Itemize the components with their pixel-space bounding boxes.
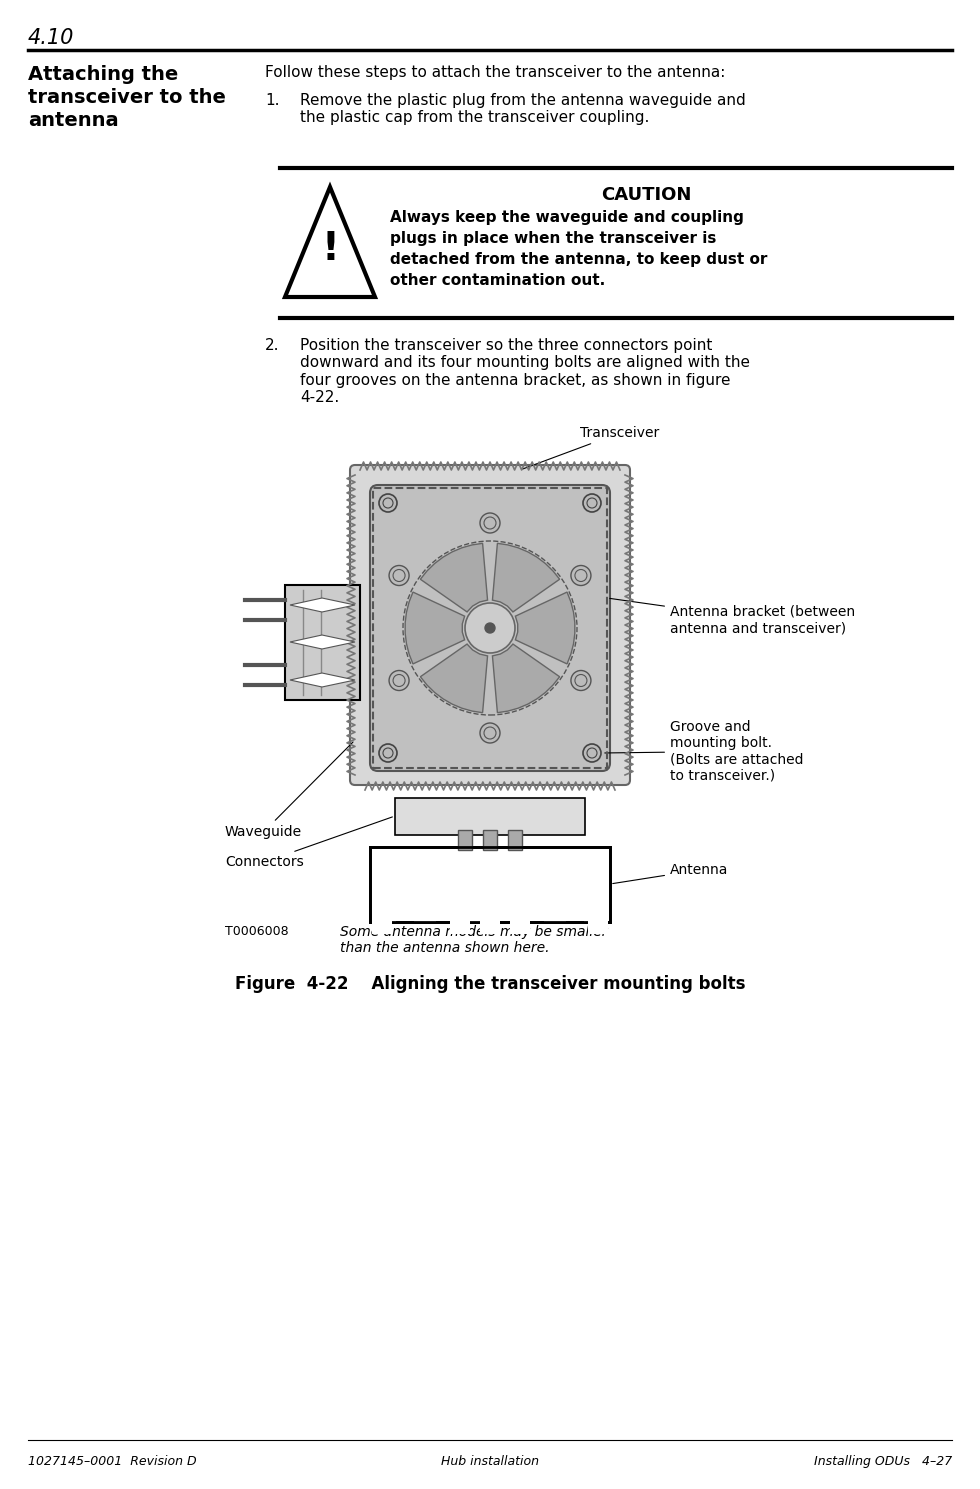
Polygon shape: [290, 634, 355, 649]
Polygon shape: [492, 543, 560, 612]
FancyBboxPatch shape: [414, 904, 436, 923]
Circle shape: [389, 566, 409, 585]
Text: T0006008: T0006008: [225, 925, 289, 938]
Circle shape: [379, 744, 397, 762]
Polygon shape: [492, 645, 560, 713]
Text: !: !: [321, 229, 339, 268]
Circle shape: [583, 494, 601, 512]
Circle shape: [485, 622, 495, 633]
FancyBboxPatch shape: [480, 920, 500, 934]
Text: Always keep the waveguide and coupling
plugs in place when the transceiver is
de: Always keep the waveguide and coupling p…: [390, 210, 767, 287]
Polygon shape: [420, 543, 488, 612]
Polygon shape: [420, 645, 488, 713]
Text: antenna: antenna: [28, 112, 119, 130]
Text: Antenna: Antenna: [612, 864, 728, 883]
FancyBboxPatch shape: [395, 798, 585, 835]
FancyBboxPatch shape: [285, 585, 360, 700]
Circle shape: [571, 566, 591, 585]
FancyBboxPatch shape: [350, 465, 630, 785]
Circle shape: [379, 494, 397, 512]
Circle shape: [465, 603, 515, 654]
FancyBboxPatch shape: [459, 904, 481, 923]
Circle shape: [480, 514, 500, 533]
Text: 1027145–0001  Revision D: 1027145–0001 Revision D: [28, 1455, 197, 1468]
FancyBboxPatch shape: [508, 829, 522, 850]
FancyBboxPatch shape: [450, 920, 470, 934]
FancyBboxPatch shape: [370, 485, 610, 771]
Text: Some antenna models may be smaller
than the antenna shown here.: Some antenna models may be smaller than …: [340, 925, 608, 956]
Text: Attaching the: Attaching the: [28, 66, 178, 83]
Text: Figure  4-22    Aligning the transceiver mounting bolts: Figure 4-22 Aligning the transceiver mou…: [235, 975, 745, 993]
Text: Connectors: Connectors: [225, 817, 392, 870]
FancyBboxPatch shape: [544, 904, 566, 923]
Polygon shape: [285, 188, 375, 296]
Text: Groove and
mounting bolt.
(Bolts are attached
to transceiver.): Groove and mounting bolt. (Bolts are att…: [605, 721, 804, 783]
Circle shape: [583, 744, 601, 762]
Text: Hub installation: Hub installation: [441, 1455, 539, 1468]
FancyBboxPatch shape: [458, 829, 472, 850]
Circle shape: [480, 724, 500, 743]
Polygon shape: [290, 599, 355, 612]
FancyBboxPatch shape: [483, 829, 497, 850]
Text: transceiver to the: transceiver to the: [28, 88, 225, 107]
Text: Position the transceiver so the three connectors point
downward and its four mou: Position the transceiver so the three co…: [300, 338, 750, 405]
FancyBboxPatch shape: [372, 920, 392, 934]
FancyBboxPatch shape: [588, 920, 608, 934]
Text: 2.: 2.: [265, 338, 279, 353]
Text: Waveguide: Waveguide: [225, 742, 353, 838]
Text: Remove the plastic plug from the antenna waveguide and
the plastic cap from the : Remove the plastic plug from the antenna…: [300, 92, 746, 125]
Polygon shape: [405, 593, 465, 664]
Text: 1.: 1.: [265, 92, 279, 109]
Text: Installing ODUs   4–27: Installing ODUs 4–27: [813, 1455, 952, 1468]
FancyBboxPatch shape: [374, 904, 396, 923]
Circle shape: [389, 670, 409, 691]
FancyBboxPatch shape: [370, 847, 610, 922]
Text: CAUTION: CAUTION: [601, 186, 691, 204]
Polygon shape: [290, 673, 355, 686]
Text: Follow these steps to attach the transceiver to the antenna:: Follow these steps to attach the transce…: [265, 66, 725, 80]
FancyBboxPatch shape: [584, 904, 606, 923]
Polygon shape: [515, 593, 575, 664]
Text: Antenna bracket (between
antenna and transceiver): Antenna bracket (between antenna and tra…: [610, 599, 856, 636]
Circle shape: [571, 670, 591, 691]
FancyBboxPatch shape: [510, 920, 530, 934]
Text: Transceiver: Transceiver: [522, 426, 660, 469]
Text: 4.10: 4.10: [28, 28, 74, 48]
